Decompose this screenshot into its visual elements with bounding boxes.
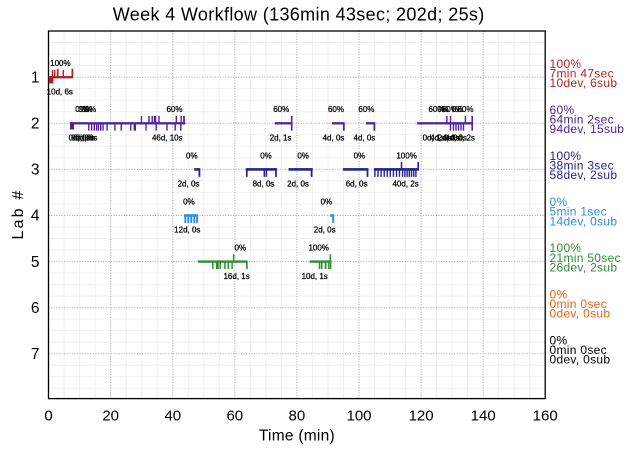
svg-text:100%: 100% [308, 244, 328, 253]
svg-text:5: 5 [31, 254, 40, 271]
svg-text:0%: 0% [85, 105, 97, 114]
svg-text:100%: 100% [550, 57, 582, 71]
svg-text:4d, 0s: 4d, 0s [445, 134, 467, 143]
svg-text:21min 50sec: 21min 50sec [550, 251, 621, 265]
svg-text:40d, 2s: 40d, 2s [392, 180, 418, 189]
svg-text:94dev, 15sub: 94dev, 15sub [550, 122, 625, 136]
svg-text:10d, 6s: 10d, 6s [47, 87, 73, 96]
svg-text:Week 4 Workflow (136min 43sec;: Week 4 Workflow (136min 43sec; 202d; 25s… [113, 5, 485, 25]
svg-text:7: 7 [31, 346, 40, 363]
svg-text:Time (min): Time (min) [259, 428, 335, 445]
svg-text:0%: 0% [297, 151, 309, 160]
svg-text:6: 6 [31, 300, 40, 317]
svg-text:12d, 0s: 12d, 0s [174, 226, 200, 235]
svg-text:0%: 0% [78, 105, 90, 114]
svg-text:0%: 0% [437, 105, 449, 114]
svg-text:60%: 60% [442, 105, 458, 114]
svg-text:26dev, 2sub: 26dev, 2sub [550, 260, 618, 274]
svg-text:0min 0sec: 0min 0sec [550, 297, 607, 311]
svg-text:2d, 0s: 2d, 0s [287, 180, 309, 189]
svg-text:0min 0sec: 0min 0sec [550, 343, 607, 357]
svg-text:0d, 1s: 0d, 1s [423, 134, 445, 143]
svg-text:0%: 0% [354, 151, 366, 160]
svg-text:0d, 0s: 0d, 0s [71, 134, 93, 143]
svg-text:0%: 0% [186, 151, 198, 160]
svg-text:0dev, 0sub: 0dev, 0sub [550, 353, 611, 367]
svg-text:0d, 0s: 0d, 0s [69, 134, 91, 143]
svg-text:120: 120 [409, 408, 434, 425]
svg-text:7min 47sec: 7min 47sec [550, 66, 614, 80]
svg-text:20: 20 [102, 408, 119, 425]
svg-text:140: 140 [471, 408, 496, 425]
svg-text:100: 100 [346, 408, 371, 425]
svg-text:60%: 60% [550, 103, 575, 117]
svg-text:0%: 0% [260, 151, 272, 160]
svg-text:100%: 100% [550, 241, 582, 255]
svg-text:5min 1sec: 5min 1sec [550, 205, 607, 219]
svg-text:0%: 0% [75, 105, 87, 114]
svg-text:100%: 100% [396, 151, 416, 160]
svg-text:60%: 60% [273, 105, 289, 114]
svg-text:0%: 0% [452, 105, 464, 114]
svg-text:4: 4 [31, 208, 40, 225]
svg-text:0%: 0% [321, 197, 333, 206]
svg-text:100%: 100% [550, 149, 582, 163]
svg-text:46d, 10s: 46d, 10s [152, 134, 183, 143]
svg-text:3: 3 [31, 162, 40, 179]
svg-text:60: 60 [226, 408, 243, 425]
svg-text:60%: 60% [358, 105, 374, 114]
svg-text:2d, 0s: 2d, 0s [314, 226, 336, 235]
svg-text:10d, 1s: 10d, 1s [302, 272, 328, 281]
svg-text:8d, 0s: 8d, 0s [253, 180, 275, 189]
svg-text:10dev, 6sub: 10dev, 6sub [550, 76, 618, 90]
svg-text:4d, 0s: 4d, 0s [354, 134, 376, 143]
svg-text:100%: 100% [50, 59, 70, 68]
svg-text:1: 1 [31, 69, 40, 86]
svg-text:40: 40 [164, 408, 181, 425]
svg-text:2d, 0s: 2d, 0s [438, 134, 460, 143]
svg-text:0%: 0% [235, 244, 247, 253]
svg-text:2: 2 [31, 116, 40, 133]
svg-text:58dev, 2sub: 58dev, 2sub [550, 168, 618, 182]
svg-text:0%: 0% [550, 195, 568, 209]
svg-text:0d, 0s: 0d, 0s [73, 134, 95, 143]
svg-text:60%: 60% [428, 105, 444, 114]
svg-text:2d, 0s: 2d, 0s [178, 180, 200, 189]
svg-text:0: 0 [44, 408, 52, 425]
svg-text:0%: 0% [183, 197, 195, 206]
svg-text:Lab #: Lab # [10, 188, 27, 239]
svg-text:0%: 0% [550, 287, 568, 301]
svg-text:64min 2sec: 64min 2sec [550, 113, 614, 127]
svg-text:0%: 0% [81, 105, 93, 114]
svg-text:0%: 0% [550, 333, 568, 347]
svg-text:80: 80 [289, 408, 306, 425]
svg-text:6d, 0s: 6d, 0s [346, 180, 368, 189]
svg-text:4d, 0s: 4d, 0s [430, 134, 452, 143]
svg-text:60%: 60% [328, 105, 344, 114]
svg-text:0dev, 0sub: 0dev, 0sub [550, 307, 611, 321]
svg-text:0d, 2s: 0d, 2s [453, 134, 475, 143]
svg-text:16d, 1s: 16d, 1s [223, 272, 249, 281]
svg-text:60%: 60% [457, 105, 473, 114]
svg-text:60%: 60% [166, 105, 182, 114]
svg-text:14dev, 0sub: 14dev, 0sub [550, 214, 618, 228]
svg-text:0d, 0s: 0d, 0s [76, 134, 98, 143]
svg-text:4d, 0s: 4d, 0s [323, 134, 345, 143]
svg-text:160: 160 [533, 408, 558, 425]
svg-text:38min 3sec: 38min 3sec [550, 159, 614, 173]
svg-text:2d, 1s: 2d, 1s [270, 134, 292, 143]
